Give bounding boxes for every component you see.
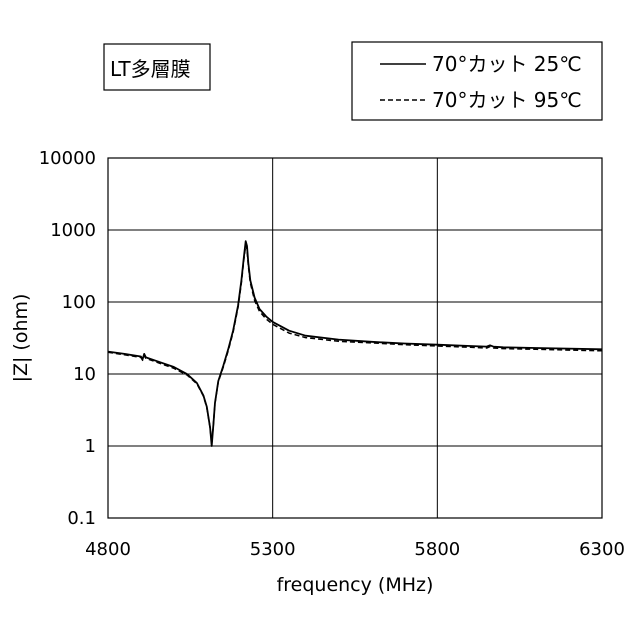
x-tick-label: 5800 [414,539,460,560]
y-tick-label: 10 [73,364,96,385]
x-axis-label: frequency (MHz) [277,574,434,596]
title-box [103,43,211,91]
chart-title: LT多層膜 [110,57,191,81]
grid-lines [107,157,603,519]
plot-area-border [107,157,603,519]
y-tick-label: 1 [85,436,96,457]
y-tick-labels: 0.1 1 10 100 1000 10000 [39,148,96,529]
x-tick-label: 5300 [250,539,296,560]
series-line-25c [107,240,603,447]
legend-label-95c: 70°カット 95℃ [432,88,582,112]
y-tick-label: 0.1 [67,508,96,529]
legend: 70°カット 25℃ 70°カット 95℃ [351,41,603,121]
x-tick-labels: 4800 5300 5800 6300 [85,539,625,560]
y-tick-label: 10000 [39,148,96,169]
x-tick-label: 6300 [579,539,625,560]
y-tick-label: 100 [62,292,96,313]
series-layer [107,240,603,447]
series-line-95c [107,244,603,446]
legend-box [351,41,603,121]
x-tick-label: 4800 [85,539,131,560]
y-tick-label: 1000 [50,220,96,241]
legend-label-25c: 70°カット 25℃ [432,52,582,76]
y-axis-label: |Z| (ohm) [10,294,32,383]
